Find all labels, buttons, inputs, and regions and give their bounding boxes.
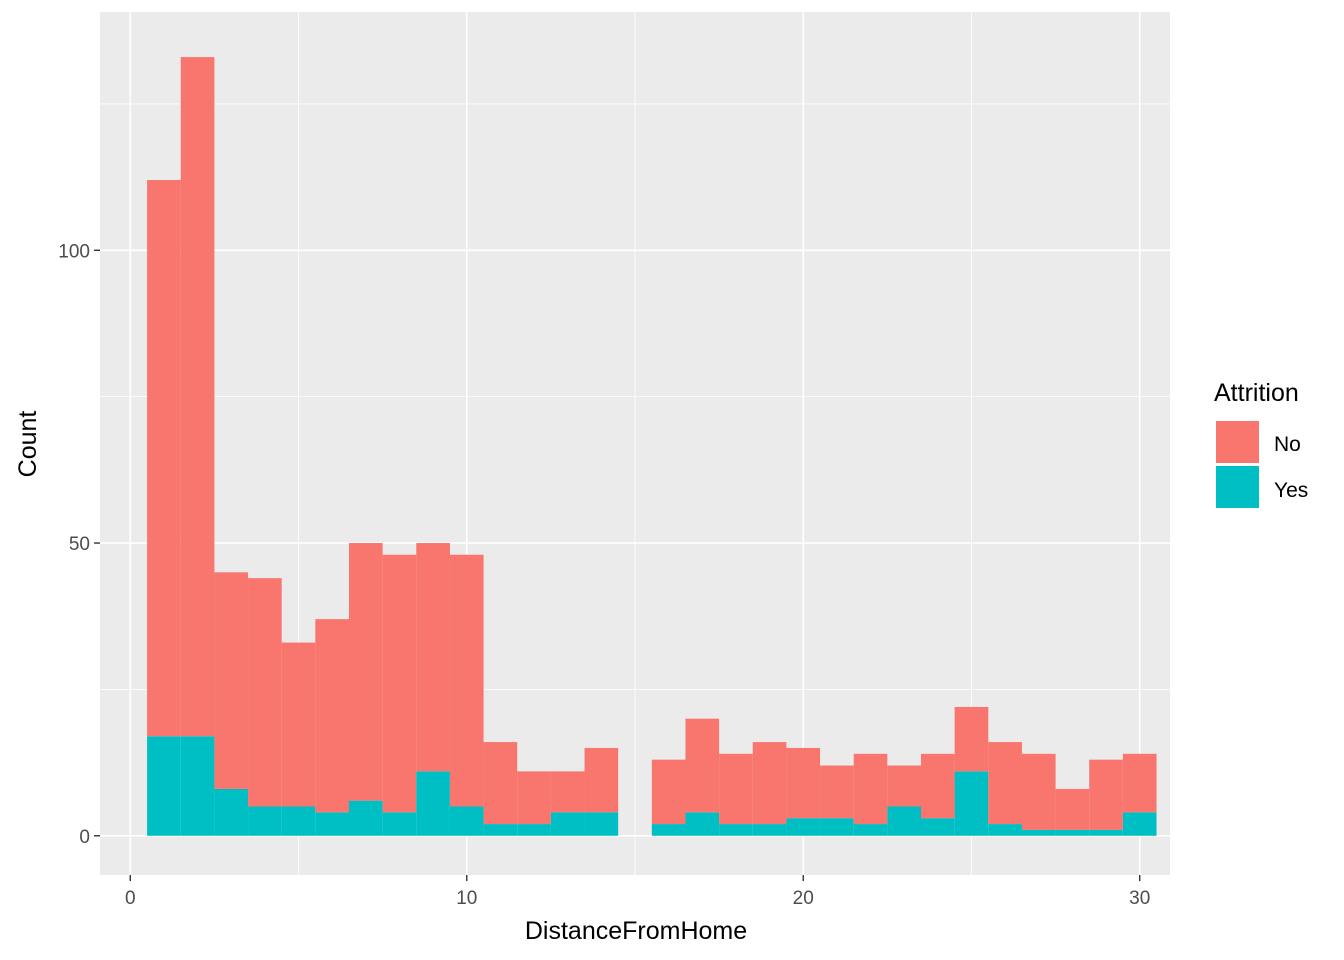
- bar-no: [954, 706, 989, 772]
- x-axis-title: DistanceFromHome: [525, 917, 747, 945]
- bar-yes: [752, 824, 787, 836]
- bar-no: [820, 765, 854, 819]
- bar-yes: [651, 824, 686, 836]
- bar-no: [988, 742, 1022, 825]
- bar-yes: [416, 771, 450, 836]
- legend-label-yes: Yes: [1274, 479, 1308, 502]
- bar-no: [180, 57, 215, 737]
- bar-no: [248, 578, 282, 807]
- bar-yes: [281, 806, 316, 836]
- bar-yes: [921, 818, 955, 836]
- bar-no: [651, 759, 686, 825]
- bar-yes: [786, 818, 821, 836]
- y-axis: 0 50 100: [58, 241, 100, 848]
- bar-yes: [584, 812, 619, 836]
- bar-no: [416, 543, 450, 772]
- y-axis-title: Count: [14, 411, 42, 478]
- x-axis: 0 10 20 30: [125, 875, 1150, 909]
- bar-yes: [449, 806, 484, 836]
- bar-yes: [550, 812, 585, 836]
- bar-yes: [382, 812, 417, 836]
- bar-yes: [887, 806, 922, 836]
- bar-no: [685, 718, 720, 813]
- x-tick-label: 20: [793, 888, 814, 909]
- bar-no: [214, 572, 249, 789]
- bar-yes: [1122, 812, 1157, 836]
- bar-no: [853, 753, 888, 825]
- bar-yes: [1089, 829, 1123, 836]
- bar-no: [147, 180, 181, 737]
- bar-no: [1021, 753, 1056, 830]
- bar-yes: [853, 824, 888, 836]
- bar-yes: [147, 736, 181, 836]
- bar-no: [550, 771, 585, 813]
- legend-key-yes: [1216, 466, 1259, 508]
- bar-yes: [483, 824, 518, 836]
- bar-yes: [214, 788, 249, 836]
- legend-key-no: [1216, 421, 1259, 463]
- bar-no: [483, 742, 518, 825]
- bar-yes: [954, 771, 989, 836]
- bar-no: [517, 771, 551, 825]
- y-tick-label: 0: [79, 827, 90, 848]
- bar-no: [315, 619, 349, 813]
- bar-yes: [248, 806, 282, 836]
- bar-no: [786, 747, 821, 819]
- bar-yes: [180, 736, 215, 836]
- bar-yes: [820, 818, 854, 836]
- y-tick-label: 50: [69, 534, 90, 555]
- y-tick-label: 100: [58, 241, 90, 262]
- bar-no: [584, 747, 619, 813]
- bar-yes: [348, 800, 383, 836]
- x-tick-label: 30: [1129, 888, 1150, 909]
- bar-yes: [988, 824, 1022, 836]
- bar-yes: [719, 824, 753, 836]
- bar-no: [1055, 788, 1090, 830]
- x-tick-label: 0: [125, 888, 136, 909]
- bar-no: [449, 554, 484, 807]
- bar-yes: [1021, 829, 1056, 836]
- bar-no: [348, 543, 383, 801]
- x-tick-label: 10: [456, 888, 477, 909]
- bar-no: [1122, 753, 1157, 813]
- legend: Attrition No Yes: [1214, 379, 1308, 508]
- bar-yes: [517, 824, 551, 836]
- bar-no: [382, 554, 417, 813]
- bar-no: [1089, 759, 1123, 830]
- bar-yes: [315, 812, 349, 836]
- bar-no: [719, 753, 753, 825]
- bars: [147, 57, 1157, 836]
- bar-yes: [1055, 829, 1090, 836]
- bar-no: [752, 742, 787, 825]
- bar-yes: [685, 812, 720, 836]
- bar-no: [281, 642, 316, 807]
- bar-no: [921, 753, 955, 819]
- bar-no: [887, 765, 922, 807]
- legend-title: Attrition: [1214, 379, 1299, 407]
- legend-label-no: No: [1274, 433, 1301, 456]
